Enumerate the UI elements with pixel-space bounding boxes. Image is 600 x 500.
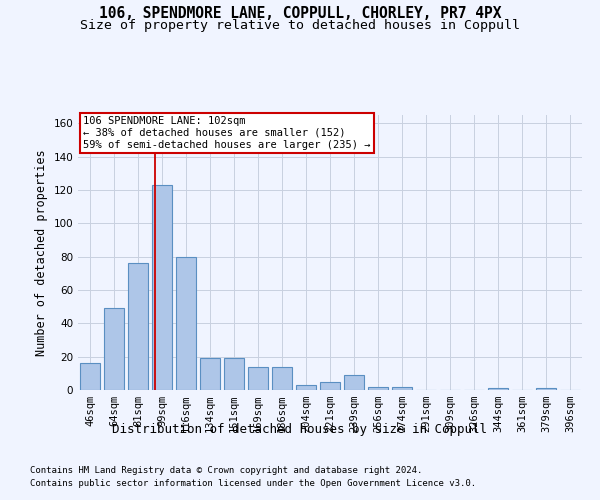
Text: 106, SPENDMORE LANE, COPPULL, CHORLEY, PR7 4PX: 106, SPENDMORE LANE, COPPULL, CHORLEY, P…	[99, 6, 501, 21]
Bar	[272, 366, 292, 390]
Bar	[320, 382, 340, 390]
Bar	[392, 386, 412, 390]
Text: Distribution of detached houses by size in Coppull: Distribution of detached houses by size …	[113, 422, 487, 436]
Text: Contains public sector information licensed under the Open Government Licence v3: Contains public sector information licen…	[30, 479, 476, 488]
Bar	[128, 264, 148, 390]
Bar	[104, 308, 124, 390]
Bar	[536, 388, 556, 390]
Y-axis label: Number of detached properties: Number of detached properties	[35, 149, 48, 356]
Bar	[368, 386, 388, 390]
Text: Size of property relative to detached houses in Coppull: Size of property relative to detached ho…	[80, 19, 520, 32]
Text: 106 SPENDMORE LANE: 102sqm
← 38% of detached houses are smaller (152)
59% of sem: 106 SPENDMORE LANE: 102sqm ← 38% of deta…	[83, 116, 371, 150]
Bar	[296, 385, 316, 390]
Bar	[224, 358, 244, 390]
Bar	[488, 388, 508, 390]
Bar	[200, 358, 220, 390]
Text: Contains HM Land Registry data © Crown copyright and database right 2024.: Contains HM Land Registry data © Crown c…	[30, 466, 422, 475]
Bar	[152, 185, 172, 390]
Bar	[344, 375, 364, 390]
Bar	[80, 364, 100, 390]
Bar	[176, 256, 196, 390]
Bar	[248, 366, 268, 390]
